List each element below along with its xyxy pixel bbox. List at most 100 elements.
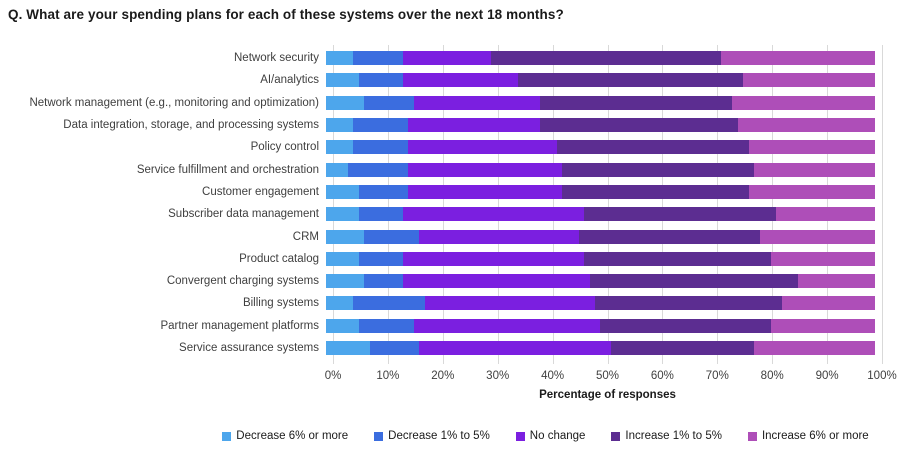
- bar-segment: [402, 274, 590, 289]
- bar-segment: [490, 51, 722, 66]
- chart-row: Partner management platforms: [0, 315, 884, 337]
- bar-segment: [364, 274, 403, 289]
- bar-segment: [326, 51, 354, 66]
- bar-segment: [540, 118, 738, 133]
- bar-segment: [770, 318, 875, 333]
- plot-gridlines: [333, 45, 883, 364]
- stacked-bar: [326, 95, 875, 110]
- category-label: CRM: [292, 230, 319, 243]
- chart-row: Product catalog: [0, 248, 884, 270]
- bar-segment: [770, 251, 875, 266]
- bar-segment: [589, 274, 799, 289]
- legend-item: Increase 6% or more: [747, 430, 869, 442]
- category-label: Product catalog: [239, 252, 319, 265]
- bar-segment: [748, 184, 875, 199]
- bar-segment: [358, 251, 403, 266]
- chart-row: Billing systems: [0, 292, 884, 314]
- bar-segment: [419, 341, 612, 355]
- bar-segment: [776, 207, 875, 222]
- gridline: [717, 45, 719, 364]
- legend-item: Decrease 1% to 5%: [374, 430, 490, 442]
- bar-segment: [326, 318, 359, 333]
- bar-segment: [326, 296, 354, 311]
- legend-item: Decrease 6% or more: [222, 430, 348, 442]
- x-tick-label: 50%: [595, 370, 620, 382]
- category-label: Billing systems: [242, 297, 319, 310]
- bar-segment: [556, 140, 749, 155]
- bar-segment: [578, 229, 760, 244]
- x-tick-label: 0%: [324, 370, 342, 382]
- bar-segment: [408, 162, 563, 177]
- bar-segment: [743, 73, 875, 88]
- gridline: [662, 45, 664, 364]
- category-label: Convergent charging systems: [166, 275, 319, 288]
- bar-segment: [353, 118, 409, 133]
- x-tick-label: 100%: [867, 370, 897, 382]
- bar-segment: [562, 162, 755, 177]
- category-label: Subscriber data management: [168, 208, 319, 221]
- bar-segment: [424, 296, 595, 311]
- legend-label: Decrease 1% to 5%: [388, 430, 490, 442]
- chart-row: Service assurance systems: [0, 337, 884, 359]
- gridline: [882, 45, 883, 364]
- bar-segment: [326, 140, 354, 155]
- stacked-bar: [326, 140, 875, 155]
- legend-item: No change: [515, 430, 585, 442]
- bar-segment: [326, 95, 365, 110]
- chart-row: Subscriber data management: [0, 203, 884, 225]
- chart-row: AI/analytics: [0, 69, 884, 91]
- legend-item: Increase 1% to 5%: [611, 430, 722, 442]
- x-axis-title: Percentage of responses: [539, 389, 676, 401]
- bar-segment: [326, 341, 370, 355]
- gridline: [552, 45, 554, 364]
- stacked-bar: [326, 318, 875, 333]
- bar-segment: [413, 318, 601, 333]
- bar-segment: [358, 207, 403, 222]
- chart-row: Network security: [0, 47, 884, 69]
- bar-segment: [358, 73, 403, 88]
- stacked-bar: [326, 184, 875, 199]
- x-tick-label: 30%: [486, 370, 510, 382]
- bar-segment: [364, 229, 420, 244]
- gridline: [827, 45, 829, 364]
- x-tick-label: 60%: [650, 370, 674, 382]
- chart-legend: Decrease 6% or more Decrease 1% to 5% No c…: [190, 430, 901, 442]
- bar-segment: [781, 296, 875, 311]
- chart-row: Policy control: [0, 136, 884, 158]
- chart-row: Customer engagement: [0, 181, 884, 203]
- category-label: Service fulfillment and orchestration: [136, 163, 319, 176]
- stacked-bar: [326, 341, 875, 355]
- category-label: Network management (e.g., monitoring and…: [29, 96, 319, 109]
- bar-segment: [721, 51, 875, 66]
- bar-segment: [353, 296, 425, 311]
- bar-segment: [326, 274, 365, 289]
- bar-segment: [326, 118, 354, 133]
- bar-segment: [326, 229, 365, 244]
- gridline: [772, 45, 774, 364]
- bar-segment: [353, 51, 403, 66]
- bar-segment: [326, 251, 359, 266]
- bar-segment: [358, 184, 409, 199]
- bar-segment: [413, 95, 541, 110]
- bar-segment: [353, 140, 409, 155]
- bar-segment: [326, 207, 359, 222]
- bar-segment: [759, 229, 875, 244]
- category-label: Partner management platforms: [160, 319, 319, 332]
- bar-segment: [326, 184, 359, 199]
- bar-segment: [584, 251, 771, 266]
- stacked-bar: [326, 73, 875, 88]
- category-label: Policy control: [250, 141, 319, 154]
- stacked-bar: [326, 251, 875, 266]
- legend-swatch: [374, 431, 384, 441]
- bar-segment: [408, 140, 557, 155]
- chart-title: Q. What are your spending plans for each…: [8, 7, 564, 22]
- bar-segment: [584, 207, 777, 222]
- x-axis-ticks: 0% 10% 20% 30% 40% 50% 60% 70% 80% 90% 100%: [325, 370, 897, 384]
- category-label: AI/analytics: [260, 74, 319, 87]
- bar-segment: [402, 73, 519, 88]
- bar-segment: [748, 140, 875, 155]
- stacked-bar: [326, 51, 875, 66]
- bar-segment: [364, 95, 414, 110]
- stacked-bar: [326, 118, 875, 133]
- chart-row: Data integration, storage, and processin…: [0, 114, 884, 136]
